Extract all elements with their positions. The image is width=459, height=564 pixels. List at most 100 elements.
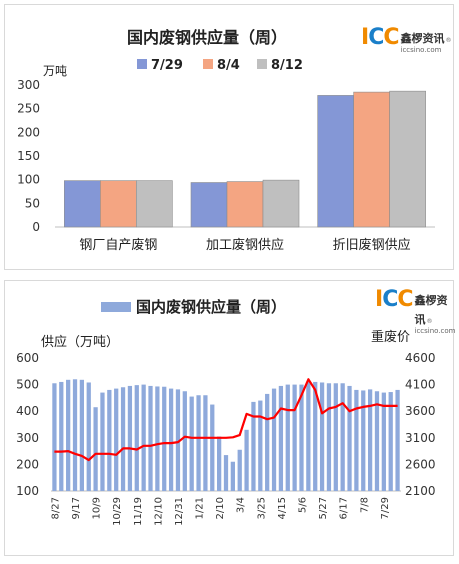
supply-bar	[374, 391, 380, 491]
y-tick-label: 150	[17, 149, 40, 163]
logo-name: 鑫椤资讯	[400, 32, 445, 45]
logo-mark: ICC	[375, 287, 414, 312]
y-tick-label: 0	[32, 220, 40, 234]
x-tick-label: 5/27	[318, 497, 329, 519]
bar	[64, 180, 101, 228]
supply-comparison-chart: 国内废钢供应量（周） 万吨 7/29 8/4 8/12 0 50 100 150 200 250 30…	[17, 28, 435, 253]
x-tick-label: 1/21	[195, 497, 206, 519]
supply-bar	[299, 384, 304, 491]
supply-bar	[285, 384, 290, 491]
bar	[353, 91, 390, 228]
supply-bar	[388, 392, 393, 491]
x-tick-label: 2/10	[215, 497, 226, 519]
x-category-label: 折旧废钢供应	[333, 237, 411, 253]
y-right-tick-label: 3600	[405, 404, 436, 418]
bar	[100, 180, 137, 228]
x-tick-label: 10/29	[112, 497, 123, 526]
supply-bar	[52, 383, 57, 491]
supply-bar	[175, 389, 181, 491]
y-left-axis-title: 供应（万吨）	[41, 334, 119, 350]
chart-title: 国内废钢供应量（周）	[136, 298, 286, 316]
supply-bar	[182, 391, 187, 491]
supply-bar	[196, 395, 201, 491]
x-tick-label: 7/8	[359, 497, 370, 513]
supply-bar	[306, 381, 311, 491]
x-tick-label: 11/19	[133, 497, 144, 526]
logo-url: iccsino.com	[414, 327, 456, 335]
y-left-tick-label: 400	[16, 404, 39, 418]
bar	[262, 179, 300, 228]
y-tick-label: 50	[25, 196, 40, 210]
supply-bar	[278, 385, 284, 491]
bar	[226, 181, 264, 228]
supply-bar	[319, 382, 325, 491]
supply-bar	[93, 407, 98, 491]
x-tick-label: 6/17	[339, 497, 350, 519]
icc-logo-2: ICC 鑫椤资讯® iccsino.com	[375, 287, 456, 336]
chart-title: 国内废钢供应量（周）	[127, 28, 287, 47]
logo-reg-mark: ®	[426, 318, 433, 325]
supply-bar	[120, 387, 126, 491]
heavy-scrap-price-line	[54, 378, 398, 462]
supply-bar	[271, 388, 277, 491]
supply-bar	[66, 379, 71, 491]
supply-bar	[244, 429, 249, 491]
supply-bar	[347, 385, 352, 491]
supply-bar	[230, 461, 235, 491]
supply-bar	[265, 393, 270, 491]
logo-reg-mark: ®	[445, 37, 452, 44]
supply-bar	[223, 455, 229, 491]
y-left-tick-label: 500	[16, 378, 39, 392]
y-right-tick-label: 2100	[405, 484, 436, 498]
supply-bar	[114, 388, 119, 491]
logo-name: 鑫椤资讯	[414, 294, 448, 326]
legend-label: 8/4	[217, 58, 240, 73]
legend-swatch	[101, 302, 131, 312]
supply-bar	[72, 379, 78, 491]
supply-bar	[292, 384, 297, 491]
x-tick-label: 3/25	[256, 497, 267, 519]
y-right-tick-label: 4600	[405, 351, 436, 365]
x-tick-label: 5/6	[297, 497, 308, 513]
x-tick-label: 4/15	[277, 497, 288, 519]
x-tick-label: 10/9	[92, 497, 103, 519]
x-tick-label: 9/17	[71, 497, 82, 519]
icc-logo: ICC 鑫椤资讯® iccsino.com	[361, 25, 452, 55]
supply-bar	[313, 381, 318, 491]
supply-bar	[326, 383, 332, 491]
supply-bar	[168, 388, 174, 491]
supply-bar	[162, 386, 167, 491]
legend-swatch	[257, 59, 267, 69]
supply-bar	[354, 389, 359, 491]
supply-bar	[86, 382, 91, 491]
y-tick-label: 200	[17, 125, 40, 139]
supply-bar	[189, 396, 194, 491]
logo-mark: ICC	[361, 25, 400, 50]
supply-bar	[217, 436, 222, 491]
y-right-axis-title: 重废价	[371, 329, 410, 345]
supply-bar	[100, 392, 105, 491]
bar	[190, 182, 228, 228]
x-tick-label: 8/27	[50, 497, 61, 519]
supply-bar	[148, 385, 153, 491]
supply-bar	[59, 381, 64, 491]
supply-bar	[333, 383, 338, 491]
y-left-tick-label: 100	[16, 484, 39, 498]
y-right-tick-label: 2600	[405, 457, 436, 471]
bar	[389, 90, 426, 228]
supply-bar	[203, 395, 208, 491]
supply-comparison-panel: 国内废钢供应量（周） 万吨 7/29 8/4 8/12 0 50 100 150 200 250 30…	[4, 4, 454, 270]
y-left-tick-label: 600	[16, 351, 39, 365]
legend-label: 8/12	[271, 58, 303, 73]
legend-swatch	[137, 59, 147, 69]
bar	[317, 95, 354, 228]
x-category-label: 钢厂自产废钢	[79, 237, 157, 253]
legend-label: 7/29	[151, 58, 183, 73]
y-right-tick-label: 4100	[405, 378, 436, 392]
x-tick-label: 7/29	[380, 497, 391, 519]
y-tick-label: 250	[17, 102, 40, 116]
y-left-tick-label: 300	[16, 431, 39, 445]
x-tick-label: 12/10	[153, 497, 164, 526]
supply-bar	[367, 389, 373, 491]
supply-bar	[127, 385, 133, 491]
